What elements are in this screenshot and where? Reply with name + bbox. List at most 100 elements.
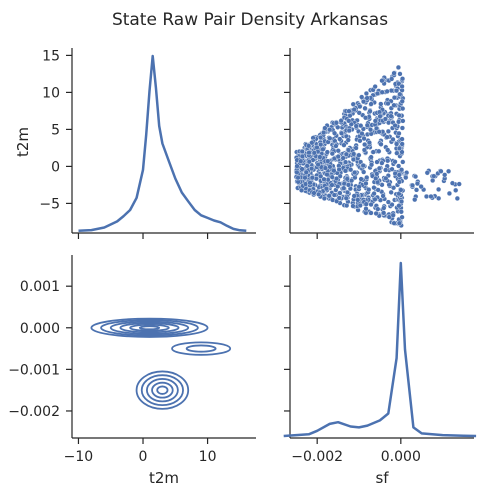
scatter-point [337,190,343,196]
scatter-point [391,220,397,226]
scatter-point [393,88,400,94]
scatter-point [374,171,380,177]
scatter-point [372,83,378,90]
scatter-point [383,175,389,181]
kde-contour-level [119,322,180,334]
scatter-point [390,212,396,218]
kde-contour-level [100,319,199,337]
scatter-point [424,170,430,176]
scatter-point [316,191,322,197]
kde-contour-level [135,370,190,410]
scatter-point [341,142,347,148]
scatter-point [368,210,374,216]
kde-contour-level [151,381,174,399]
scatter-point [399,125,406,131]
scatter-point [294,163,300,169]
scatter-point [367,108,373,114]
scatter-point [436,195,442,201]
scatter-point [379,160,385,166]
scatter-point [428,193,434,200]
scatter-point [342,159,349,165]
scatter-point [377,113,383,119]
scatter-point [350,156,357,163]
scatter-point [385,199,391,205]
kde-contour-level [171,341,232,356]
scatter-point [385,128,391,134]
scatter-point [382,116,389,122]
scatter-point [396,220,402,226]
kde-contour-level [138,325,161,331]
scatter-point [350,203,356,209]
scatter-point [346,108,352,114]
scatter-point [361,147,368,153]
scatter-point [396,145,403,151]
scatter-point [311,190,317,196]
scatter-point [346,127,352,134]
scatter-point [306,150,312,156]
scatter-point [368,101,374,107]
scatter-point [303,169,309,175]
scatter-point [388,189,394,195]
scatter-point [398,187,404,193]
scatter-point [326,193,332,199]
t2m-kde-line [78,54,247,233]
scatter-point [367,127,374,133]
scatter-point [399,83,405,90]
scatter-point [336,195,342,201]
scatter-point [335,183,341,190]
panel-tl-y-tick-label: 5 [51,122,60,138]
scatter-point [379,89,385,95]
scatter-point [299,148,305,155]
scatter-point [373,175,379,182]
scatter-point [396,119,402,125]
scatter-point [327,127,333,133]
scatter-point [396,163,402,169]
kde-contour-level [145,378,179,403]
scatter-point [379,78,385,84]
scatter-point [314,144,320,151]
scatter-point [321,176,327,182]
scatter-point [356,152,362,158]
panel-bl-x-tick-label: 0 [139,449,148,465]
scatter-point [363,180,369,187]
scatter-point [335,148,341,154]
scatter-point [317,154,323,160]
scatter-point [359,130,365,137]
scatter-point [385,158,391,164]
scatter-point [343,151,349,157]
scatter-point [320,146,326,152]
scatter-point [298,158,304,164]
panel-bl-y-tick-label: −0.001 [8,362,60,378]
scatter-point [396,203,402,209]
scatter-point [371,190,377,197]
panel-bl-x-tick-label: −10 [64,449,94,465]
scatter-point [345,137,351,143]
scatter-point [329,151,335,157]
scatter-point [376,148,382,154]
scatter-point [344,189,351,196]
scatter-point [445,168,452,174]
scatter-point [396,130,402,137]
scatter-point [390,136,396,143]
scatter-point [412,197,418,203]
scatter-point [351,151,357,157]
x-axis-label-t2m: t2m [149,469,179,487]
scatter-point [309,166,315,172]
panel-bl-y-tick-label: 0.000 [20,321,60,337]
scatter-point [413,187,420,193]
kde-contour-level [129,323,170,332]
scatter-point [418,184,424,190]
scatter-point [353,145,359,151]
scatter-point [366,187,372,193]
scatter-point [446,190,453,197]
scatter-point [368,154,374,160]
scatter-point [318,134,324,141]
scatter-point [323,186,330,192]
scatter-point [394,141,400,147]
scatter-point [392,159,398,165]
scatter-point [398,198,405,205]
scatter-point [299,166,305,172]
panel-bl-y-tick-label: −0.002 [8,404,60,420]
scatter-point [333,175,340,182]
